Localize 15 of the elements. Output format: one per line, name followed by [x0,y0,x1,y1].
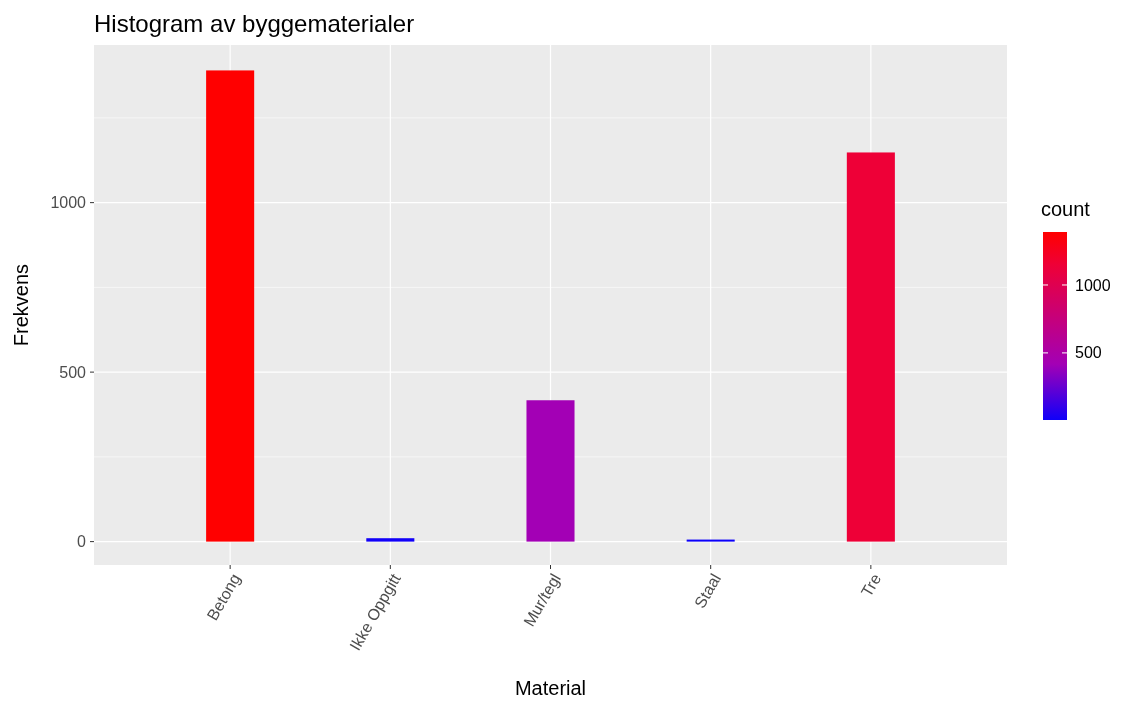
bar [846,152,895,542]
color-bar-label: 500 [1075,344,1102,362]
bar [686,539,735,542]
x-tick-label: Tre [857,570,885,600]
chart-title: Histogram av byggematerialer [94,10,415,37]
color-bar-label: 1000 [1075,276,1111,294]
y-axis-title: Frekvens [10,263,32,347]
bar [206,70,255,542]
x-axis-title: Material [514,677,587,699]
y-tick-label: 0 [77,533,87,551]
bar [366,538,415,542]
bar [526,400,575,542]
y-tick-label: 500 [59,363,87,381]
y-tick-label: 1000 [50,194,87,212]
color-bar-title: count [1041,198,1091,220]
